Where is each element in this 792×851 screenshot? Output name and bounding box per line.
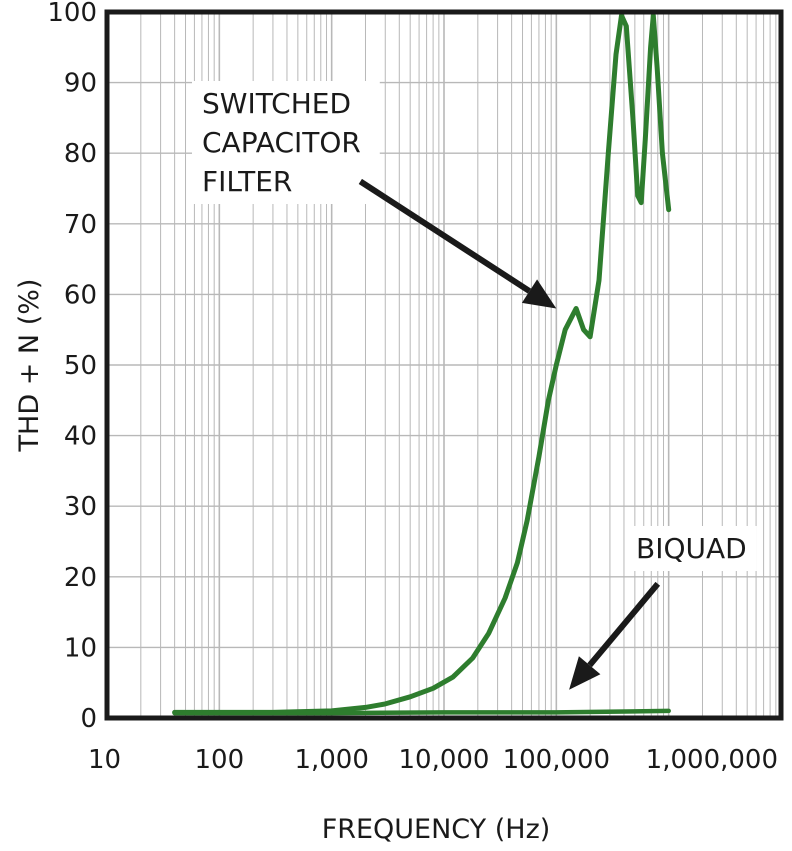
y-tick-label: 0 bbox=[80, 704, 97, 734]
y-tick-label: 60 bbox=[64, 280, 97, 310]
arrow-head-1 bbox=[521, 279, 557, 309]
y-tick-label: 10 bbox=[64, 633, 97, 663]
annotation-line-2: CAPACITOR bbox=[202, 126, 361, 159]
x-tick-label: 1,000 bbox=[294, 745, 368, 775]
x-tick-labels: 10 100 1,000 10,000 100,000 1,000,000 bbox=[88, 745, 778, 775]
y-tick-label: 100 bbox=[47, 0, 97, 28]
x-tick-label: 100,000 bbox=[503, 745, 611, 775]
annotation-arrows bbox=[358, 178, 661, 690]
y-tick-label: 40 bbox=[64, 422, 97, 452]
arrow-shaft-2 bbox=[587, 581, 661, 668]
y-tick-label: 20 bbox=[64, 563, 97, 593]
y-tick-label: 80 bbox=[64, 139, 97, 169]
annotation-backgrounds bbox=[192, 81, 757, 571]
y-tick-label: 30 bbox=[64, 492, 97, 522]
arrow-shaft-1 bbox=[358, 178, 532, 294]
y-tick-labels: 0 10 20 30 40 50 60 70 80 90 100 bbox=[47, 0, 97, 734]
y-tick-label: 70 bbox=[64, 210, 97, 240]
annotation-box-2 bbox=[626, 526, 757, 571]
x-tick-label: 10 bbox=[88, 745, 121, 775]
y-axis-title: THD + N (%) bbox=[14, 279, 45, 453]
x-axis-title: FREQUENCY (Hz) bbox=[322, 814, 551, 845]
annotation-line-3: FILTER bbox=[202, 165, 292, 198]
annotation-box-1 bbox=[192, 81, 380, 204]
arrow-head-2 bbox=[569, 656, 601, 690]
series-line-switched-capacitor bbox=[172, 13, 672, 715]
series-layer bbox=[172, 13, 672, 716]
annotation-biquad-line: BIQUAD bbox=[636, 532, 747, 565]
x-tick-label: 1,000,000 bbox=[646, 745, 778, 775]
annotation-switched-capacitor-filter: SWITCHED CAPACITOR FILTER bbox=[202, 87, 370, 198]
plot-frame bbox=[104, 9, 784, 721]
annotation-biquad: BIQUAD bbox=[636, 532, 747, 565]
annotation-line-1: SWITCHED bbox=[202, 87, 351, 120]
y-tick-label: 90 bbox=[64, 69, 97, 99]
y-tick-label: 50 bbox=[64, 351, 97, 381]
series-line-biquad bbox=[172, 708, 671, 716]
x-tick-label: 10,000 bbox=[399, 745, 490, 775]
x-tick-label: 100 bbox=[195, 745, 245, 775]
